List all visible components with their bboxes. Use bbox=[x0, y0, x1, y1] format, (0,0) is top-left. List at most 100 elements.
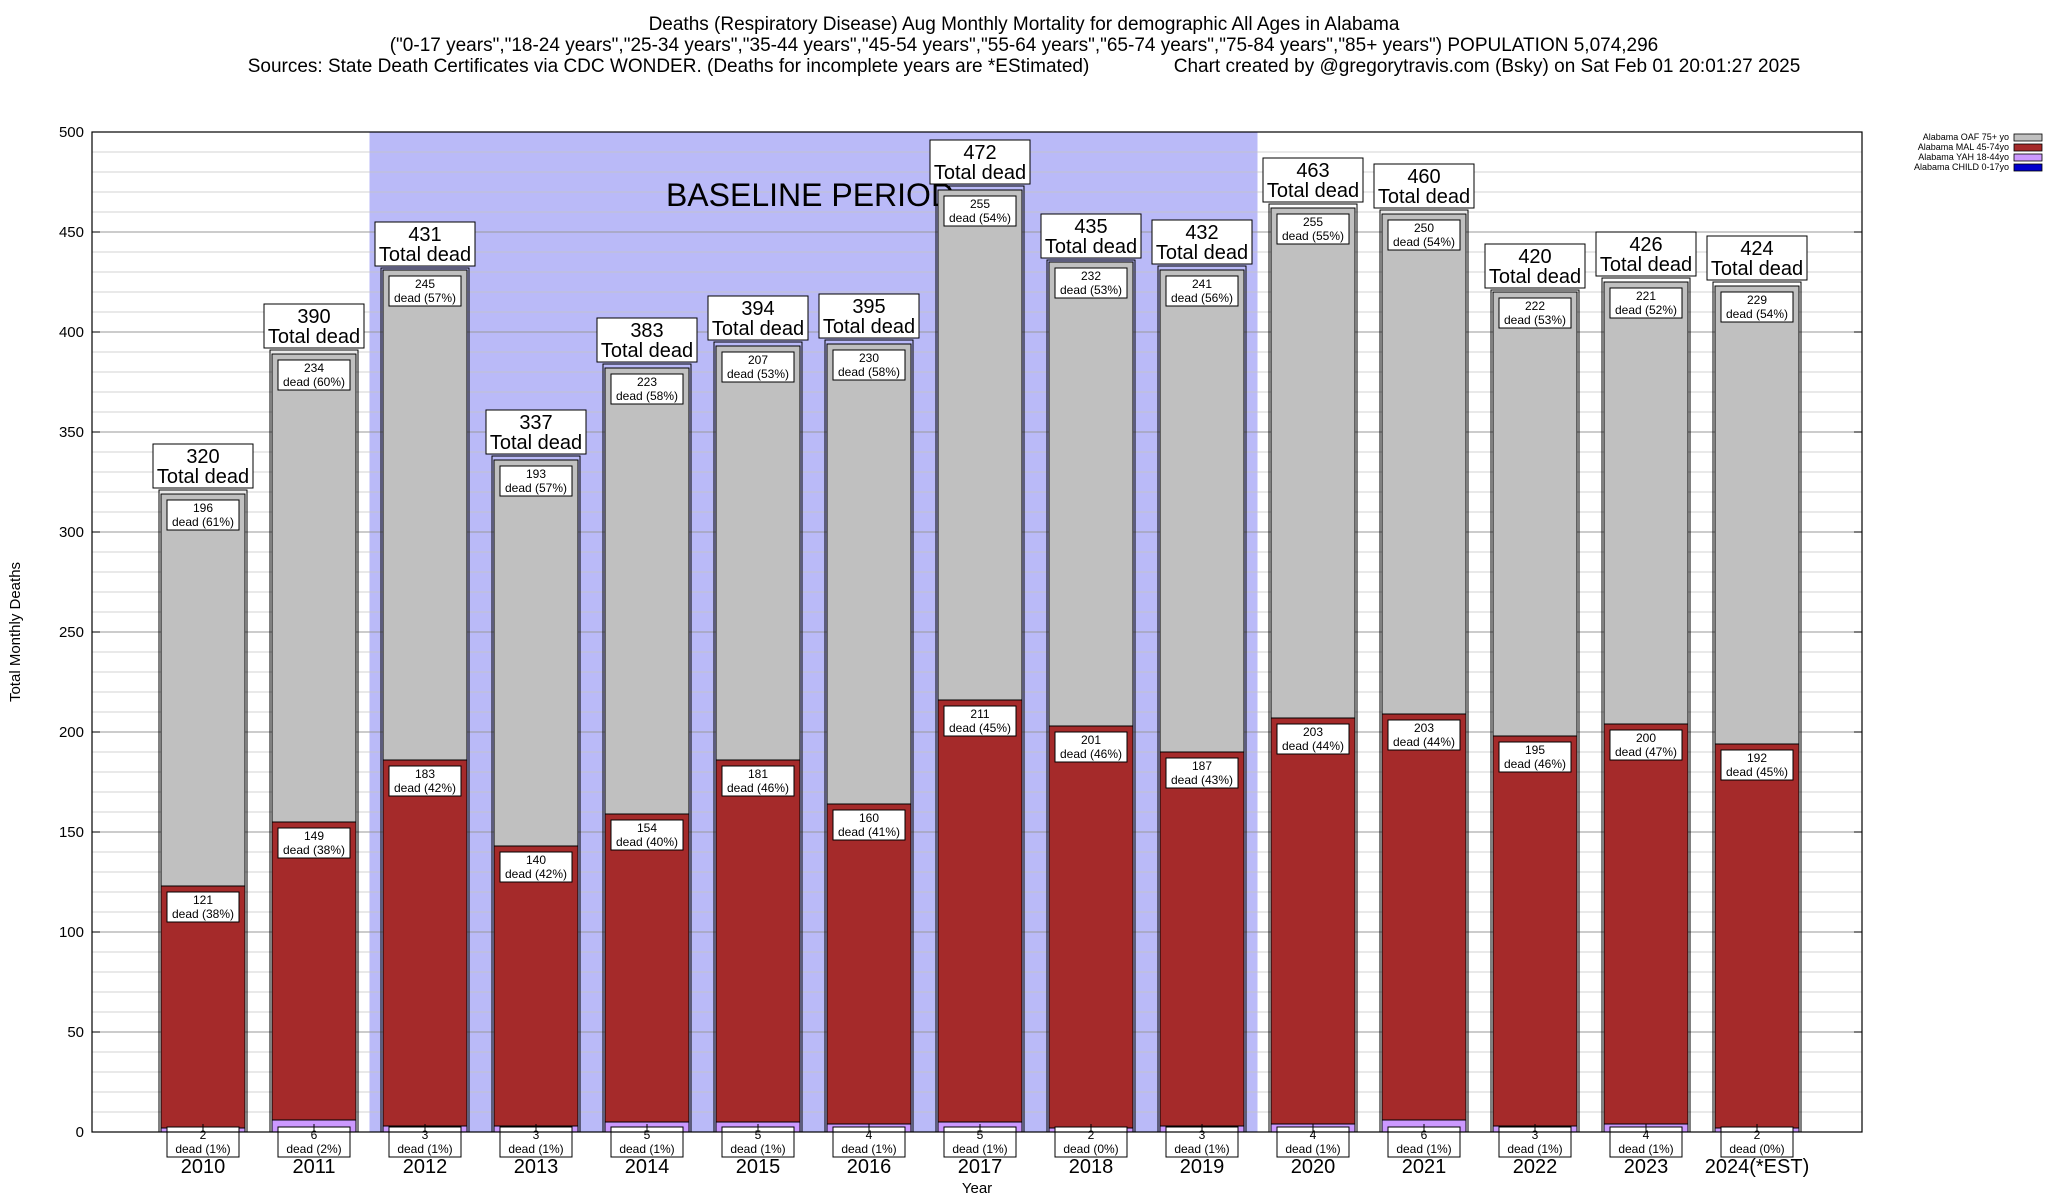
segment-percent-label: dead (38%) bbox=[283, 843, 345, 857]
chart-subtitle-demographics: ("0-17 years","18-24 years","25-34 years… bbox=[389, 35, 1659, 56]
segment-value-label: 196 bbox=[193, 501, 213, 515]
segment-value-label: 5 bbox=[755, 1128, 762, 1142]
bar-segment bbox=[937, 699, 1023, 1123]
y-tick-label: 450 bbox=[59, 224, 84, 241]
segment-label-box bbox=[610, 373, 684, 405]
x-tick-label: 2024(*EST) bbox=[1705, 1156, 1810, 1178]
segment-percent-label: dead (40%) bbox=[616, 835, 678, 849]
x-tick-label: 2015 bbox=[736, 1156, 781, 1178]
segment-label-box bbox=[1720, 291, 1794, 323]
x-tick-label: 2023 bbox=[1624, 1156, 1669, 1178]
y-tick-label: 500 bbox=[59, 124, 84, 141]
x-tick-label: 2019 bbox=[1180, 1156, 1225, 1178]
legend-label: Alabama MAL 45-74yo bbox=[1918, 142, 2009, 152]
segment-label-box bbox=[1498, 741, 1572, 773]
bar-segment bbox=[382, 759, 468, 1127]
bar-segment bbox=[1270, 717, 1356, 1125]
segment-value-label: 195 bbox=[1525, 743, 1545, 757]
segment-percent-label: dead (47%) bbox=[1615, 745, 1677, 759]
total-value-label: 394 bbox=[741, 298, 774, 320]
total-dead-label: Total dead bbox=[379, 244, 471, 266]
segment-percent-label: dead (54%) bbox=[1726, 307, 1788, 321]
total-value-label: 390 bbox=[297, 306, 330, 328]
y-tick-label: 300 bbox=[59, 524, 84, 541]
legend-swatch bbox=[2013, 133, 2043, 142]
segment-label-box bbox=[1720, 749, 1794, 781]
bar-segment bbox=[1714, 743, 1800, 1129]
bar-segment bbox=[382, 269, 468, 761]
segment-label-box bbox=[721, 765, 795, 797]
bar-segment bbox=[826, 343, 912, 805]
x-tick-label: 2010 bbox=[181, 1156, 226, 1178]
total-value-label: 472 bbox=[963, 142, 996, 164]
legend-swatch bbox=[2013, 143, 2043, 152]
y-tick-label: 200 bbox=[59, 724, 84, 741]
segment-value-label: 222 bbox=[1525, 299, 1545, 313]
segment-percent-label: dead (46%) bbox=[1504, 757, 1566, 771]
segment-label-box bbox=[1387, 719, 1461, 751]
total-value-label: 432 bbox=[1185, 222, 1218, 244]
segment-value-label: 3 bbox=[1199, 1128, 1206, 1142]
segment-percent-label: dead (1%) bbox=[397, 1142, 452, 1156]
bar-segment bbox=[604, 813, 690, 1123]
legend-label: Alabama OAF 75+ yo bbox=[1923, 132, 2009, 142]
total-label-box bbox=[263, 303, 365, 349]
bar-segment bbox=[1381, 213, 1467, 715]
segment-label-box bbox=[499, 465, 573, 497]
segment-percent-label: dead (53%) bbox=[1060, 283, 1122, 297]
x-tick-label: 2011 bbox=[292, 1156, 335, 1178]
y-tick-label: 250 bbox=[59, 624, 84, 641]
segment-value-label: 160 bbox=[859, 811, 879, 825]
segment-label-box bbox=[832, 349, 906, 381]
bar-segment bbox=[715, 759, 801, 1123]
segment-value-label: 181 bbox=[748, 767, 768, 781]
segment-percent-label: dead (1%) bbox=[508, 1142, 563, 1156]
segment-value-label: 200 bbox=[1636, 731, 1656, 745]
total-value-label: 337 bbox=[519, 412, 552, 434]
x-tick-label: 2021 bbox=[1402, 1156, 1447, 1178]
segment-value-label: 140 bbox=[526, 853, 546, 867]
y-tick-label: 50 bbox=[67, 1024, 84, 1041]
x-tick-label: 2012 bbox=[403, 1156, 448, 1178]
total-dead-label: Total dead bbox=[712, 318, 804, 340]
segment-label-box bbox=[277, 359, 351, 391]
segment-value-label: 203 bbox=[1414, 721, 1434, 735]
segment-value-label: 4 bbox=[1310, 1128, 1317, 1142]
y-tick-label: 400 bbox=[59, 324, 84, 341]
segment-label-box bbox=[943, 195, 1017, 227]
total-label-box bbox=[1595, 231, 1697, 277]
segment-percent-label: dead (56%) bbox=[1171, 291, 1233, 305]
segment-value-label: 187 bbox=[1192, 759, 1212, 773]
segment-value-label: 2 bbox=[1754, 1128, 1761, 1142]
segment-percent-label: dead (42%) bbox=[394, 781, 456, 795]
segment-percent-label: dead (53%) bbox=[727, 367, 789, 381]
segment-value-label: 3 bbox=[533, 1128, 540, 1142]
segment-label-box bbox=[499, 851, 573, 883]
total-value-label: 424 bbox=[1740, 238, 1773, 260]
bar-segment bbox=[1603, 723, 1689, 1125]
total-dead-label: Total dead bbox=[1156, 242, 1248, 264]
segment-label-box bbox=[388, 765, 462, 797]
x-tick-label: 2016 bbox=[847, 1156, 892, 1178]
bar-segment bbox=[937, 189, 1023, 701]
segment-percent-label: dead (1%) bbox=[841, 1142, 896, 1156]
total-value-label: 426 bbox=[1629, 234, 1662, 256]
chart-title: Deaths (Respiratory Disease) Aug Monthly… bbox=[648, 14, 1400, 35]
segment-percent-label: dead (2%) bbox=[286, 1142, 341, 1156]
total-label-box bbox=[1151, 219, 1253, 265]
total-label-box bbox=[1040, 213, 1142, 259]
segment-percent-label: dead (1%) bbox=[1507, 1142, 1562, 1156]
total-value-label: 383 bbox=[630, 320, 663, 342]
segment-percent-label: dead (52%) bbox=[1615, 303, 1677, 317]
segment-value-label: 3 bbox=[1532, 1128, 1539, 1142]
bar-segment bbox=[1048, 261, 1134, 727]
bar-segment bbox=[1381, 713, 1467, 1121]
bar-segment bbox=[1603, 281, 1689, 725]
segment-percent-label: dead (54%) bbox=[949, 211, 1011, 225]
total-label-box bbox=[1262, 157, 1364, 203]
segment-value-label: 201 bbox=[1081, 733, 1101, 747]
